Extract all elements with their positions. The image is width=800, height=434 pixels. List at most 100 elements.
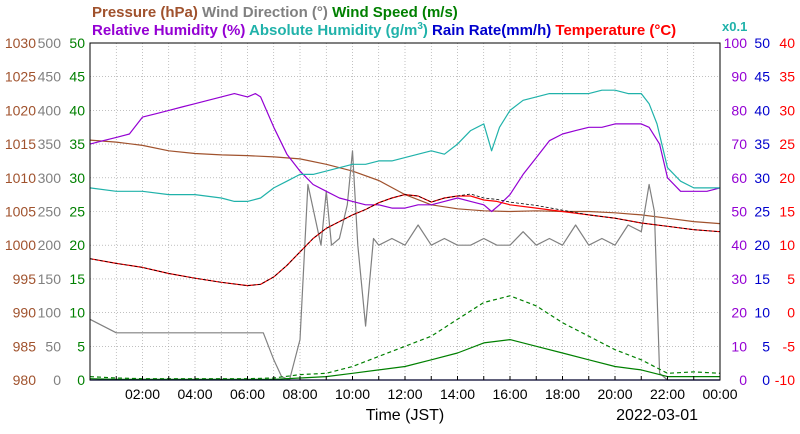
legend-entry: Rain Rate(mm/h)	[428, 22, 551, 39]
tick-label-wind_direction: 200	[38, 237, 62, 253]
tick-label-wind_speed: 30	[69, 170, 85, 186]
tick-label-temperature: 15	[779, 204, 795, 220]
legend-entry: Relative Humidity (%)	[92, 22, 245, 39]
tick-label-rain_rate: 40	[754, 102, 770, 118]
tick-label-rain_rate: 45	[754, 69, 770, 85]
legend-text: Relative Humidity (%) Absolute Humidity …	[92, 21, 676, 39]
tick-label-humidity: 10	[731, 338, 747, 354]
tick-label-humidity: 20	[731, 305, 747, 321]
tick-label-pressure: 985	[13, 338, 37, 354]
tick-label-pressure: 1020	[5, 102, 36, 118]
tick-label-temperature: 35	[779, 69, 795, 85]
x-tick-label: 18:00	[545, 386, 580, 402]
tick-label-temperature: 5	[787, 271, 795, 287]
tick-label-pressure: 1025	[5, 69, 36, 85]
tick-label-wind_direction: 500	[38, 35, 62, 51]
x-tick-label: 14:00	[440, 386, 475, 402]
tick-label-rain_rate: 20	[754, 237, 770, 253]
tick-label-pressure: 980	[13, 372, 37, 388]
tick-label-pressure: 1005	[5, 204, 36, 220]
tick-label-wind_speed: 45	[69, 69, 85, 85]
x-tick-label: 12:00	[387, 386, 422, 402]
tick-label-wind_speed: 50	[69, 35, 85, 51]
tick-label-wind_speed: 20	[69, 237, 85, 253]
tick-label-wind_direction: 50	[45, 338, 61, 354]
tick-label-pressure: 1000	[5, 237, 36, 253]
legend-row-1: Pressure (hPa) Wind Direction (°) Wind S…	[92, 4, 458, 21]
tick-label-wind_direction: 450	[38, 69, 62, 85]
tick-label-pressure: 995	[13, 271, 37, 287]
tick-label-wind_direction: 250	[38, 204, 62, 220]
legend-row-2: Relative Humidity (%) Absolute Humidity …	[92, 21, 676, 39]
series-line-wind-direction	[89, 150, 720, 381]
tick-label-temperature: 30	[779, 102, 795, 118]
tick-label-rain_rate: 5	[762, 338, 770, 354]
tick-label-wind_direction: 300	[38, 170, 62, 186]
tick-label-wind_direction: 0	[53, 372, 61, 388]
legend-entry: Wind Direction (°)	[198, 4, 328, 21]
tick-label-pressure: 1015	[5, 136, 36, 152]
x-tick-label: 10:00	[335, 386, 370, 402]
tick-label-wind_speed: 5	[77, 338, 85, 354]
tick-label-humidity: 40	[731, 237, 747, 253]
tick-label-humidity: 30	[731, 271, 747, 287]
legend-sup: 3	[417, 21, 423, 32]
tick-label-wind_speed: 15	[69, 271, 85, 287]
tick-label-wind_speed: 25	[69, 204, 85, 220]
tick-label-wind_direction: 350	[38, 136, 62, 152]
tick-label-humidity: 80	[731, 102, 747, 118]
x-tick-label: 08:00	[282, 386, 317, 402]
tick-label-rain_rate: 50	[754, 35, 770, 51]
series-line-absolute-humidity-g-m3	[89, 89, 720, 202]
tick-label-temperature: 40	[779, 35, 795, 51]
legend-entry: Wind Speed (m/s)	[328, 4, 458, 21]
tick-label-pressure: 1010	[5, 170, 36, 186]
x-tick-label: 20:00	[597, 386, 632, 402]
tick-label-humidity: 60	[731, 170, 747, 186]
tick-label-rain_rate: 30	[754, 170, 770, 186]
x-axis: 02:00 04:00 06:00 08:00 10:00 12:00 14:00 16:00…	[115, 376, 738, 402]
scale-note: x0.1	[722, 19, 747, 34]
legend-text: Pressure (hPa) Wind Direction (°) Wind S…	[92, 4, 458, 21]
x-tick-label: 16:00	[492, 386, 527, 402]
tick-label-humidity: 70	[731, 136, 747, 152]
x-axis-label: Time (JST)	[366, 407, 445, 424]
x-tick-label: 22:00	[650, 386, 685, 402]
right-axes: 1009080706050403020100504540353025201510…	[724, 35, 796, 388]
x-tick-label: 02:00	[125, 386, 160, 402]
tick-label-rain_rate: 0	[762, 372, 770, 388]
tick-label-wind_direction: 150	[38, 271, 62, 287]
tick-label-wind_direction: 100	[38, 305, 62, 321]
tick-label-pressure: 1030	[5, 35, 36, 51]
x-tick-label: 04:00	[177, 386, 212, 402]
tick-label-temperature: 0	[787, 305, 795, 321]
tick-label-humidity: 0	[739, 372, 747, 388]
tick-label-temperature: -10	[775, 372, 795, 388]
legend-entry: Temperature (°C)	[551, 22, 676, 39]
tick-label-humidity: 50	[731, 204, 747, 220]
chart-date: 2022-03-01	[616, 407, 698, 424]
tick-label-pressure: 990	[13, 305, 37, 321]
tick-label-temperature: -5	[783, 338, 796, 354]
tick-label-rain_rate: 10	[754, 305, 770, 321]
left-axes: 1030102510201015101010051000995990985980…	[5, 35, 85, 388]
legend-entry: Absolute Humidity (g/m	[245, 22, 417, 39]
legend-tail: )	[423, 22, 428, 39]
tick-label-wind_speed: 0	[77, 372, 85, 388]
tick-label-wind_speed: 10	[69, 305, 85, 321]
series-line-dew-trace	[89, 193, 721, 287]
tick-label-rain_rate: 35	[754, 136, 770, 152]
tick-label-rain_rate: 25	[754, 204, 770, 220]
tick-label-temperature: 10	[779, 237, 795, 253]
grid	[90, 43, 720, 380]
tick-label-wind_speed: 40	[69, 102, 85, 118]
series-line-relative-humidity	[89, 92, 721, 213]
tick-label-temperature: 20	[779, 170, 795, 186]
tick-label-wind_speed: 35	[69, 136, 85, 152]
legend-entry: Pressure (hPa)	[92, 4, 198, 21]
tick-label-rain_rate: 15	[754, 271, 770, 287]
tick-label-humidity: 90	[731, 69, 747, 85]
tick-label-temperature: 25	[779, 136, 795, 152]
tick-label-wind_direction: 400	[38, 102, 62, 118]
